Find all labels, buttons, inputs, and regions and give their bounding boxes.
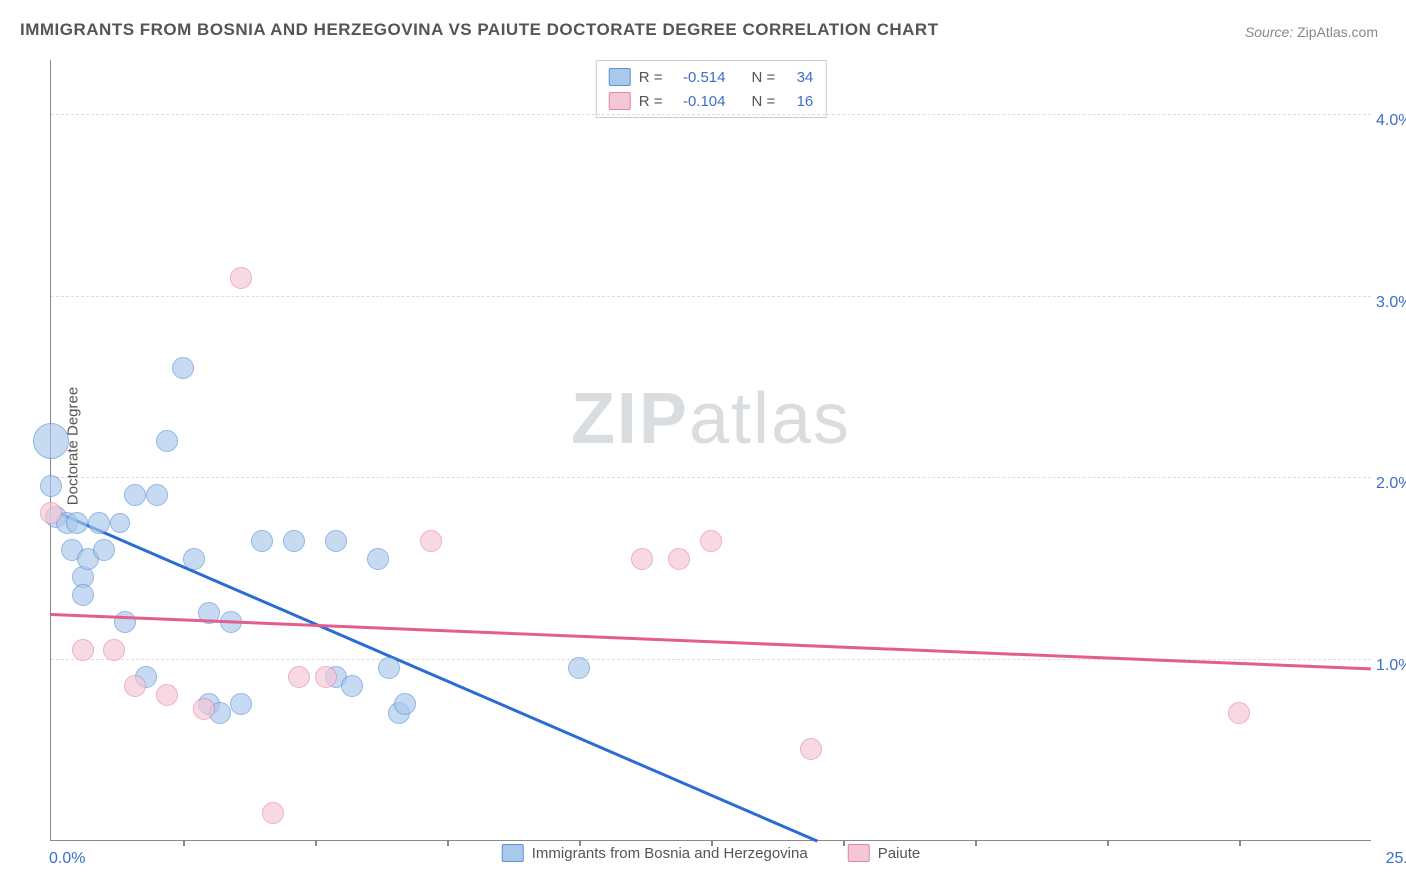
legend-row-series2: R = -0.104 N = 16 — [609, 89, 814, 113]
legend-swatch-series2 — [609, 92, 631, 110]
scatter-point — [93, 539, 115, 561]
r-value-2: -0.104 — [671, 93, 726, 110]
gridline — [51, 296, 1371, 297]
watermark: ZIPatlas — [571, 378, 851, 460]
scatter-point — [156, 684, 178, 706]
scatter-point — [315, 666, 337, 688]
scatter-point — [420, 530, 442, 552]
legend-row-series1: R = -0.514 N = 34 — [609, 65, 814, 89]
scatter-point — [114, 611, 136, 633]
xtick-mark — [315, 840, 317, 846]
legend-label-1: Immigrants from Bosnia and Herzegovina — [532, 845, 808, 862]
scatter-point — [1228, 702, 1250, 724]
xtick-mark — [447, 840, 449, 846]
legend-swatch-bottom-1 — [502, 844, 524, 862]
xtick-mark — [1239, 840, 1241, 846]
scatter-point — [378, 657, 400, 679]
scatter-point — [156, 430, 178, 452]
ytick-label: 1.0% — [1376, 657, 1406, 675]
scatter-point — [800, 738, 822, 760]
scatter-point — [40, 475, 62, 497]
xtick-mark — [975, 840, 977, 846]
n-label-2: N = — [752, 93, 776, 110]
scatter-point — [72, 639, 94, 661]
plot-area: ZIPatlas R = -0.514 N = 34 R = -0.104 N … — [50, 60, 1371, 841]
watermark-atlas: atlas — [689, 379, 851, 459]
scatter-point — [193, 698, 215, 720]
scatter-point — [230, 693, 252, 715]
trend-line — [51, 613, 1371, 670]
n-value-1: 34 — [783, 69, 813, 86]
scatter-point — [110, 513, 130, 533]
scatter-point — [66, 512, 88, 534]
scatter-point — [283, 530, 305, 552]
gridline — [51, 114, 1371, 115]
scatter-point — [668, 548, 690, 570]
r-label-1: R = — [639, 69, 663, 86]
scatter-point — [367, 548, 389, 570]
legend-label-2: Paiute — [878, 845, 921, 862]
scatter-point — [72, 584, 94, 606]
scatter-point — [88, 512, 110, 534]
n-value-2: 16 — [783, 93, 813, 110]
scatter-point — [631, 548, 653, 570]
gridline — [51, 477, 1371, 478]
scatter-point — [124, 675, 146, 697]
n-label-1: N = — [752, 69, 776, 86]
scatter-point — [251, 530, 273, 552]
scatter-point — [103, 639, 125, 661]
scatter-point — [183, 548, 205, 570]
scatter-point — [394, 693, 416, 715]
legend-swatch-series1 — [609, 68, 631, 86]
chart-title: IMMIGRANTS FROM BOSNIA AND HERZEGOVINA V… — [20, 20, 939, 40]
chart-container: IMMIGRANTS FROM BOSNIA AND HERZEGOVINA V… — [0, 0, 1406, 892]
scatter-point — [341, 675, 363, 697]
scatter-point — [33, 423, 69, 459]
legend-item-series1: Immigrants from Bosnia and Herzegovina — [502, 844, 808, 862]
xtick-mark — [843, 840, 845, 846]
series-legend: Immigrants from Bosnia and Herzegovina P… — [502, 844, 921, 862]
scatter-point — [262, 802, 284, 824]
ytick-label: 4.0% — [1376, 112, 1406, 130]
ytick-label: 3.0% — [1376, 294, 1406, 312]
r-label-2: R = — [639, 93, 663, 110]
ytick-label: 2.0% — [1376, 475, 1406, 493]
xtick-mark — [183, 840, 185, 846]
source-label: Source: — [1245, 24, 1293, 40]
scatter-point — [172, 357, 194, 379]
xtick-mark — [579, 840, 581, 846]
watermark-zip: ZIP — [571, 379, 689, 459]
scatter-point — [40, 502, 62, 524]
scatter-point — [325, 530, 347, 552]
xtick-min: 0.0% — [49, 850, 85, 868]
legend-swatch-bottom-2 — [848, 844, 870, 862]
r-value-1: -0.514 — [671, 69, 726, 86]
xtick-mark — [1107, 840, 1109, 846]
legend-item-series2: Paiute — [848, 844, 921, 862]
scatter-point — [288, 666, 310, 688]
scatter-point — [700, 530, 722, 552]
scatter-point — [146, 484, 168, 506]
trend-line — [61, 514, 817, 843]
scatter-point — [230, 267, 252, 289]
xtick-mark — [711, 840, 713, 846]
source-value: ZipAtlas.com — [1297, 24, 1378, 40]
scatter-point — [568, 657, 590, 679]
scatter-point — [124, 484, 146, 506]
source-attribution: Source: ZipAtlas.com — [1245, 24, 1378, 40]
correlation-legend: R = -0.514 N = 34 R = -0.104 N = 16 — [596, 60, 827, 118]
xtick-max: 25.0% — [1386, 850, 1406, 868]
